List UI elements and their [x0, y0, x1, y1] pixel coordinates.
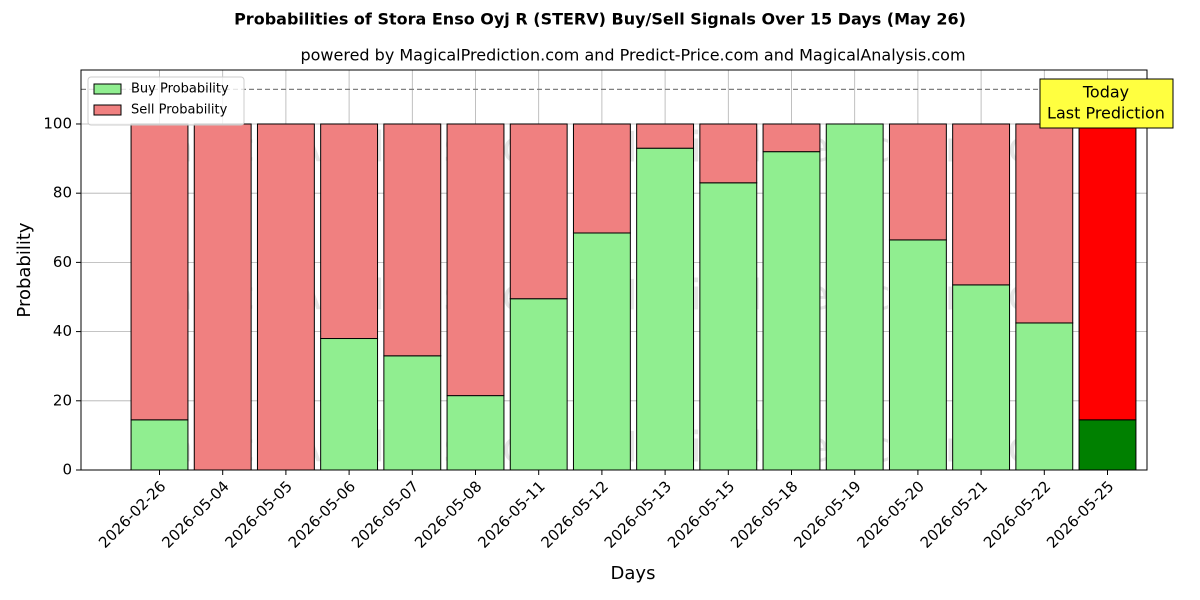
annotation-text: Last Prediction — [1047, 104, 1165, 123]
bar-segment — [636, 123, 695, 149]
y-tick-label: 60 — [53, 253, 72, 271]
x-tick-label: 2026-05-04 — [158, 477, 232, 551]
annotation-box — [1039, 78, 1174, 129]
y-tick-label: 0 — [62, 461, 72, 479]
annotation-text: Today — [1082, 83, 1129, 102]
y-tick-label: 20 — [53, 391, 72, 409]
bar-segment — [888, 123, 947, 241]
x-axis-label: Days — [611, 563, 656, 584]
chart-subtitle: powered by MagicalPrediction.com and Pre… — [300, 46, 965, 65]
x-tick-label: 2026-05-21 — [917, 477, 991, 551]
bar-segment — [446, 123, 505, 397]
y-tick-label: 100 — [43, 114, 72, 132]
bar-segment — [1015, 123, 1074, 324]
plot-frame — [80, 69, 1148, 471]
bar-segment — [256, 123, 315, 471]
bar-segment — [699, 182, 758, 471]
bar-segment — [193, 123, 252, 471]
bar-segment — [446, 395, 505, 471]
x-tick-label: 2026-05-15 — [664, 477, 738, 551]
x-tick-label: 2026-05-18 — [727, 477, 801, 551]
bar-segment — [762, 123, 821, 153]
x-tick-label: 2026-05-13 — [601, 477, 675, 551]
bar-segment — [1078, 419, 1137, 471]
x-tick-label: 2026-05-07 — [348, 477, 422, 551]
x-tick-label: 2026-05-05 — [222, 477, 296, 551]
bar-segment — [320, 338, 379, 471]
legend-label: Buy Probability — [131, 82, 229, 97]
x-tick-label: 2026-05-08 — [411, 477, 485, 551]
x-tick-label: 2026-05-20 — [854, 477, 928, 551]
bar-segment — [509, 298, 568, 471]
bar-segment — [636, 147, 695, 471]
y-tick-label: 80 — [53, 184, 72, 202]
x-tick-label: 2026-05-12 — [538, 477, 612, 551]
bar-segment — [509, 123, 568, 300]
bar-segment — [572, 232, 631, 471]
legend-label: Sell Probability — [131, 103, 228, 118]
bar-segment — [572, 123, 631, 234]
bar-segment — [383, 355, 442, 471]
x-tick-label: 2026-05-19 — [790, 477, 864, 551]
bar-segment — [130, 123, 189, 421]
legend-swatch — [93, 104, 122, 116]
bar-segment — [825, 123, 884, 471]
x-tick-label: 2026-05-11 — [474, 477, 548, 551]
bar-segment — [952, 284, 1011, 471]
bar-segment — [1078, 123, 1137, 421]
y-axis-label: Probability — [14, 222, 35, 317]
x-tick-label: 2026-02-26 — [95, 477, 169, 551]
bar-segment — [130, 419, 189, 471]
x-tick-label: 2026-05-22 — [980, 477, 1054, 551]
legend-swatch — [93, 83, 122, 95]
x-tick-label: 2026-05-25 — [1043, 477, 1117, 551]
bar-segment — [1015, 322, 1074, 471]
chart-title: Probabilities of Stora Enso Oyj R (STERV… — [234, 10, 966, 29]
bar-segment — [383, 123, 442, 357]
x-tick-label: 2026-05-06 — [285, 477, 359, 551]
bar-segment — [888, 239, 947, 471]
bar-segment — [762, 151, 821, 471]
bar-segment — [320, 123, 379, 340]
bar-segment — [952, 123, 1011, 286]
legend-box — [87, 76, 245, 126]
y-tick-label: 40 — [53, 322, 72, 340]
bar-segment — [699, 123, 758, 184]
